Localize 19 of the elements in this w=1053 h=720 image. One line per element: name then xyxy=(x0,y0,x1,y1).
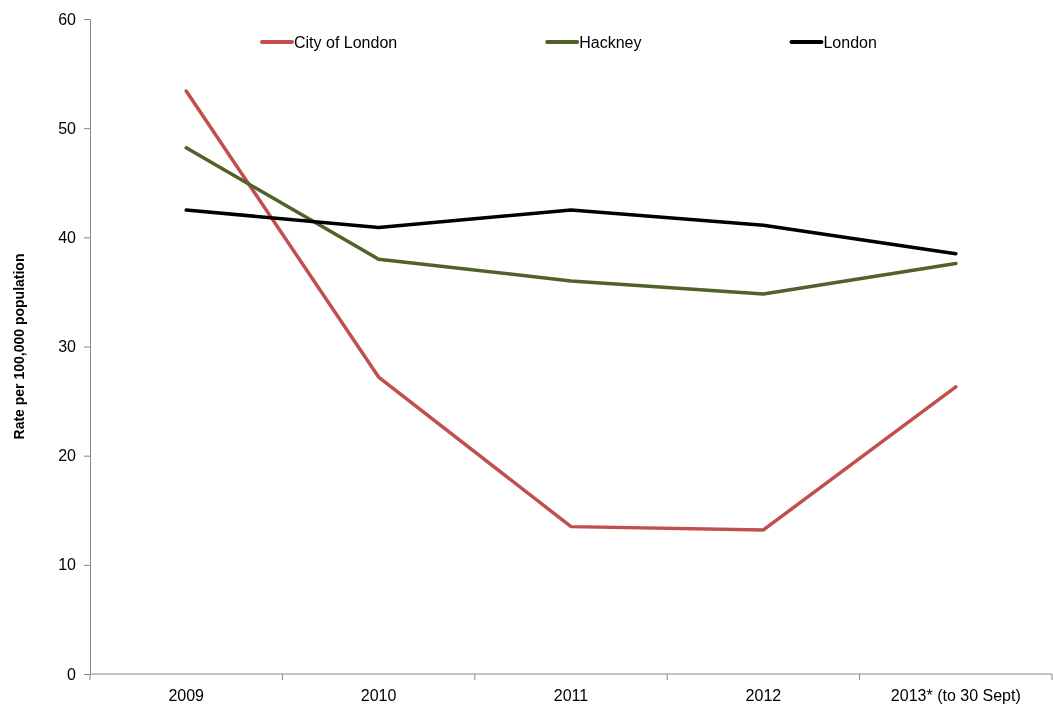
legend-label: City of London xyxy=(294,34,398,51)
x-tick-label: 2012 xyxy=(745,687,782,704)
y-tick-label: 20 xyxy=(58,447,77,465)
line-series xyxy=(184,146,958,296)
y-tick-label: 50 xyxy=(58,119,77,137)
y-tick-label: 40 xyxy=(58,228,77,246)
y-tick-label: 10 xyxy=(58,556,77,574)
line-series xyxy=(184,208,958,256)
y-tick-label: 60 xyxy=(58,10,77,28)
y-tick-label: 30 xyxy=(58,338,77,356)
legend-label: London xyxy=(823,34,877,51)
x-tick-label: 2010 xyxy=(360,687,397,704)
y-tick-label: 0 xyxy=(67,665,77,683)
x-tick-label: 2009 xyxy=(168,687,205,704)
x-tick-label: 2013* (to 30 Sept) xyxy=(890,687,1021,704)
legend-label: Hackney xyxy=(579,34,642,51)
line-series xyxy=(184,89,958,532)
y-axis-title: Rate per 100,000 population xyxy=(11,253,27,440)
x-tick-label: 2011 xyxy=(553,687,589,704)
